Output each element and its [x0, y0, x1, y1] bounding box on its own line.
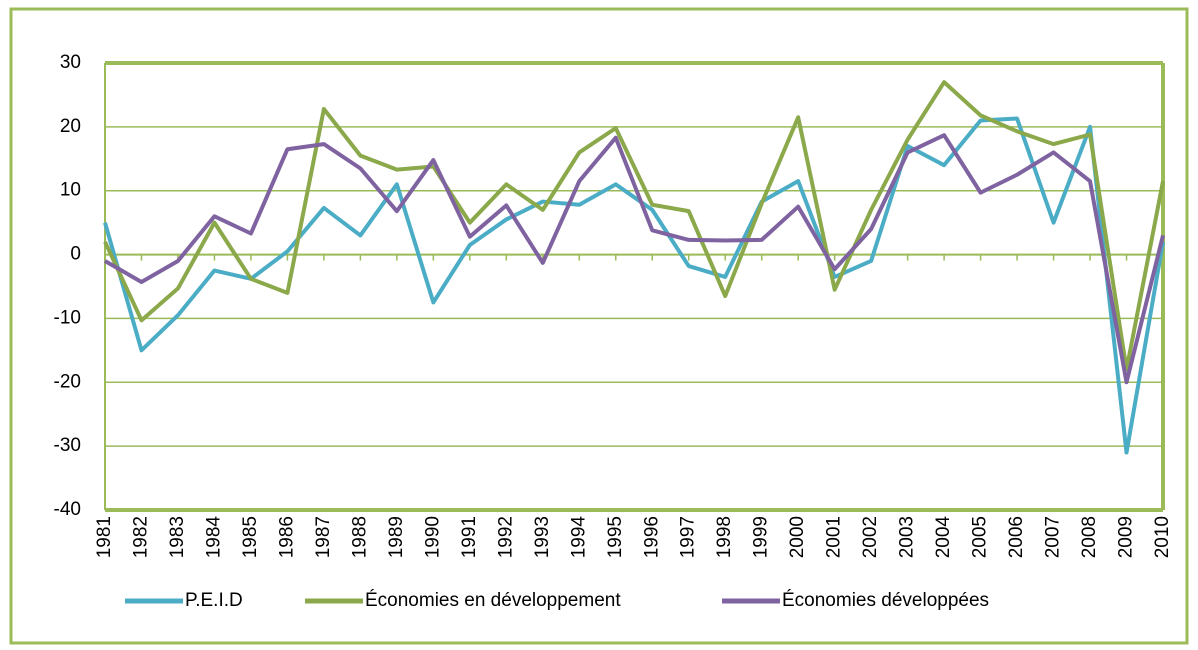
- legend-label: P.E.I.D: [185, 590, 243, 611]
- y-tick-label: -10: [54, 307, 81, 328]
- x-tick-label: 1989: [386, 516, 407, 558]
- x-tick-label: 1983: [167, 516, 188, 558]
- x-tick-label: 1998: [714, 516, 735, 558]
- x-tick-label: 1990: [422, 516, 443, 558]
- x-tick-label: 1995: [605, 516, 626, 558]
- x-tick-label: 1994: [568, 516, 589, 559]
- y-tick-label: -40: [54, 499, 81, 520]
- x-tick-label: 2002: [860, 516, 881, 558]
- x-tick-label: 1981: [94, 516, 115, 558]
- x-tick-label: 1997: [678, 516, 699, 558]
- x-tick-label: 1982: [130, 516, 151, 558]
- x-tick-label: 2005: [970, 516, 991, 558]
- x-tick-label: 1991: [459, 516, 480, 558]
- x-tick-label: 1996: [641, 516, 662, 558]
- x-tick-label: 1984: [203, 516, 224, 559]
- x-tick-label: 1985: [240, 516, 261, 558]
- y-tick-label: 0: [70, 244, 81, 265]
- series-line: [103, 80, 1165, 372]
- x-tick-label: 1986: [276, 516, 297, 558]
- x-tick-label: 2006: [1006, 516, 1027, 558]
- x-tick-label: 2001: [824, 516, 845, 558]
- y-tick-label: 10: [60, 180, 81, 201]
- y-tick-label: -30: [54, 435, 81, 456]
- series-line: [103, 133, 1165, 385]
- y-tick-label: 20: [60, 116, 81, 137]
- x-tick-label: 2009: [1116, 516, 1137, 558]
- x-tick-label: 1993: [532, 516, 553, 558]
- x-tick-label: 2007: [1043, 516, 1064, 558]
- x-tick-label: 1999: [751, 516, 772, 558]
- x-tick-label: 2003: [897, 516, 918, 558]
- y-tick-label: -20: [54, 371, 81, 392]
- legend-label: Économies en développement: [365, 590, 621, 611]
- x-tick-label: 1987: [313, 516, 334, 558]
- x-tick-label: 1988: [349, 516, 370, 558]
- x-tick-label: 2010: [1152, 516, 1173, 558]
- x-tick-label: 2000: [787, 516, 808, 558]
- y-tick-label: 30: [60, 52, 81, 73]
- legend-label: Économies développées: [782, 590, 989, 611]
- x-tick-label: 1992: [495, 516, 516, 558]
- frame: [9, 7, 1189, 645]
- x-tick-label: 2008: [1079, 516, 1100, 558]
- x-tick-label: 2004: [933, 516, 954, 559]
